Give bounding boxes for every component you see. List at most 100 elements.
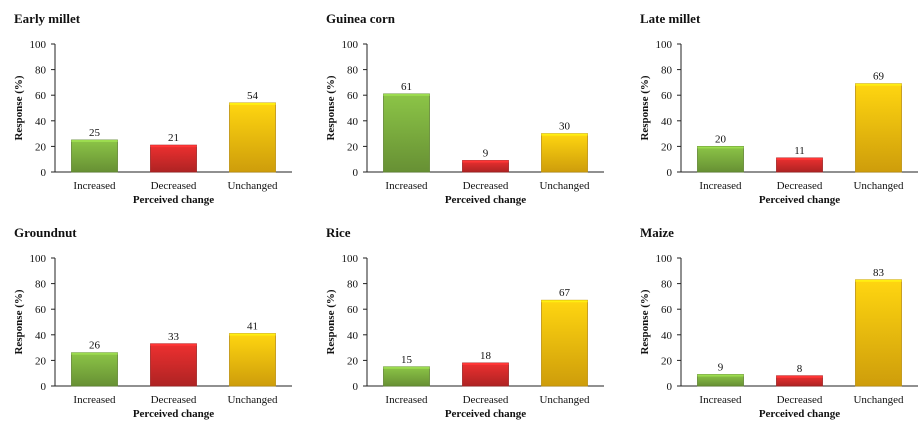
bar-decreased [150,144,197,173]
data-label: 41 [247,321,258,333]
bar-increased [697,145,744,173]
x-axis-label: Perceived change [133,194,214,206]
bar-highlight [541,133,588,136]
bar-highlight [383,93,430,96]
x-tick-label: Unchanged [227,394,278,406]
y-tick-label: 60 [661,304,673,316]
data-label: 69 [873,71,885,83]
x-axis-label: Perceived change [759,408,840,420]
x-axis-label: Perceived change [445,408,526,420]
data-label: 25 [89,127,101,139]
bar-highlight [697,146,744,149]
data-label: 11 [794,145,805,157]
chart-panel: Rice 0 20 40 60 80 100 Response (%) 15 Increased 1… [325,225,604,420]
y-tick-label: 60 [661,90,673,102]
data-label: 21 [168,132,179,144]
y-tick-label: 80 [661,65,673,77]
bar-unchanged [229,102,276,173]
bar-unchanged [855,83,902,173]
x-tick-label: Unchanged [539,180,590,192]
y-axis-label: Response (%) [325,289,337,354]
bar-highlight [150,145,197,148]
bar-highlight [697,374,744,377]
bar-increased [383,366,430,387]
y-tick-label: 0 [667,381,673,393]
bar-decreased [150,343,197,387]
bar-highlight [229,102,276,105]
y-axis-label: Response (%) [325,75,337,140]
y-tick-label: 0 [353,167,359,179]
x-axis-label: Perceived change [133,408,214,420]
bar-decreased [462,362,509,387]
y-tick-label: 100 [30,39,47,51]
x-tick-label: Decreased [151,180,197,192]
x-tick-label: Increased [699,394,742,406]
chart-title: Rice [326,225,351,240]
bar-highlight [776,375,823,378]
y-tick-label: 40 [661,330,673,342]
bar-unchanged [855,279,902,387]
bar-highlight [229,333,276,336]
y-tick-label: 100 [656,253,673,265]
y-tick-label: 0 [353,381,359,393]
y-tick-label: 40 [347,116,359,128]
bar-unchanged [541,299,588,387]
data-label: 33 [168,331,180,343]
x-tick-label: Unchanged [853,394,904,406]
y-tick-label: 60 [35,90,47,102]
x-tick-label: Increased [699,180,742,192]
chart-panel: Guinea corn 0 20 40 60 80 100 Response (%) 61 Inc… [325,11,604,206]
bar-highlight [776,157,823,160]
x-tick-label: Increased [385,394,428,406]
y-tick-label: 100 [342,39,359,51]
bar-increased [71,352,118,387]
bar-increased [71,139,118,173]
chart-panel: Late millet 0 20 40 60 80 100 Response (%) 20 Inc… [639,11,918,206]
chart-title: Groundnut [14,225,77,240]
y-tick-label: 40 [35,116,47,128]
data-label: 26 [89,340,101,352]
y-tick-label: 80 [35,279,47,291]
bar-highlight [150,343,197,346]
x-tick-label: Increased [73,180,116,192]
y-tick-label: 20 [661,141,673,153]
y-tick-label: 0 [41,381,47,393]
y-tick-label: 40 [661,116,673,128]
chart-panel: Groundnut 0 20 40 60 80 100 Response (%) 26 Incre… [13,225,292,420]
y-tick-label: 0 [41,167,47,179]
bar-highlight [855,279,902,282]
data-label: 67 [559,287,571,299]
y-tick-label: 80 [347,65,359,77]
y-tick-label: 100 [656,39,673,51]
chart-panel: Maize 0 20 40 60 80 100 Response (%) 9 Increased 8… [639,225,918,420]
bar-highlight [855,83,902,86]
y-tick-label: 100 [342,253,359,265]
bar-increased [383,93,430,173]
x-tick-label: Increased [73,394,116,406]
chart-title: Early millet [14,11,81,26]
y-tick-label: 0 [667,167,673,179]
y-tick-label: 60 [347,304,359,316]
bar-highlight [462,362,509,365]
y-axis-label: Response (%) [13,75,25,140]
y-axis-label: Response (%) [13,289,25,354]
data-label: 30 [559,121,571,133]
bar-unchanged [229,333,276,387]
x-tick-label: Decreased [463,394,509,406]
y-tick-label: 100 [30,253,47,265]
x-tick-label: Decreased [777,394,823,406]
y-axis-label: Response (%) [639,289,651,354]
y-tick-label: 60 [347,90,359,102]
chart-title: Maize [640,225,674,240]
data-label: 18 [480,350,492,362]
x-tick-label: Increased [385,180,428,192]
chart-panel: Early millet 0 20 40 60 80 100 Response (%) 25 In… [13,11,292,206]
x-tick-label: Decreased [463,180,509,192]
x-tick-label: Unchanged [227,180,278,192]
data-label: 61 [401,81,412,93]
x-axis-label: Perceived change [759,194,840,206]
x-tick-label: Unchanged [539,394,590,406]
bar-highlight [71,140,118,142]
data-label: 15 [401,354,413,366]
